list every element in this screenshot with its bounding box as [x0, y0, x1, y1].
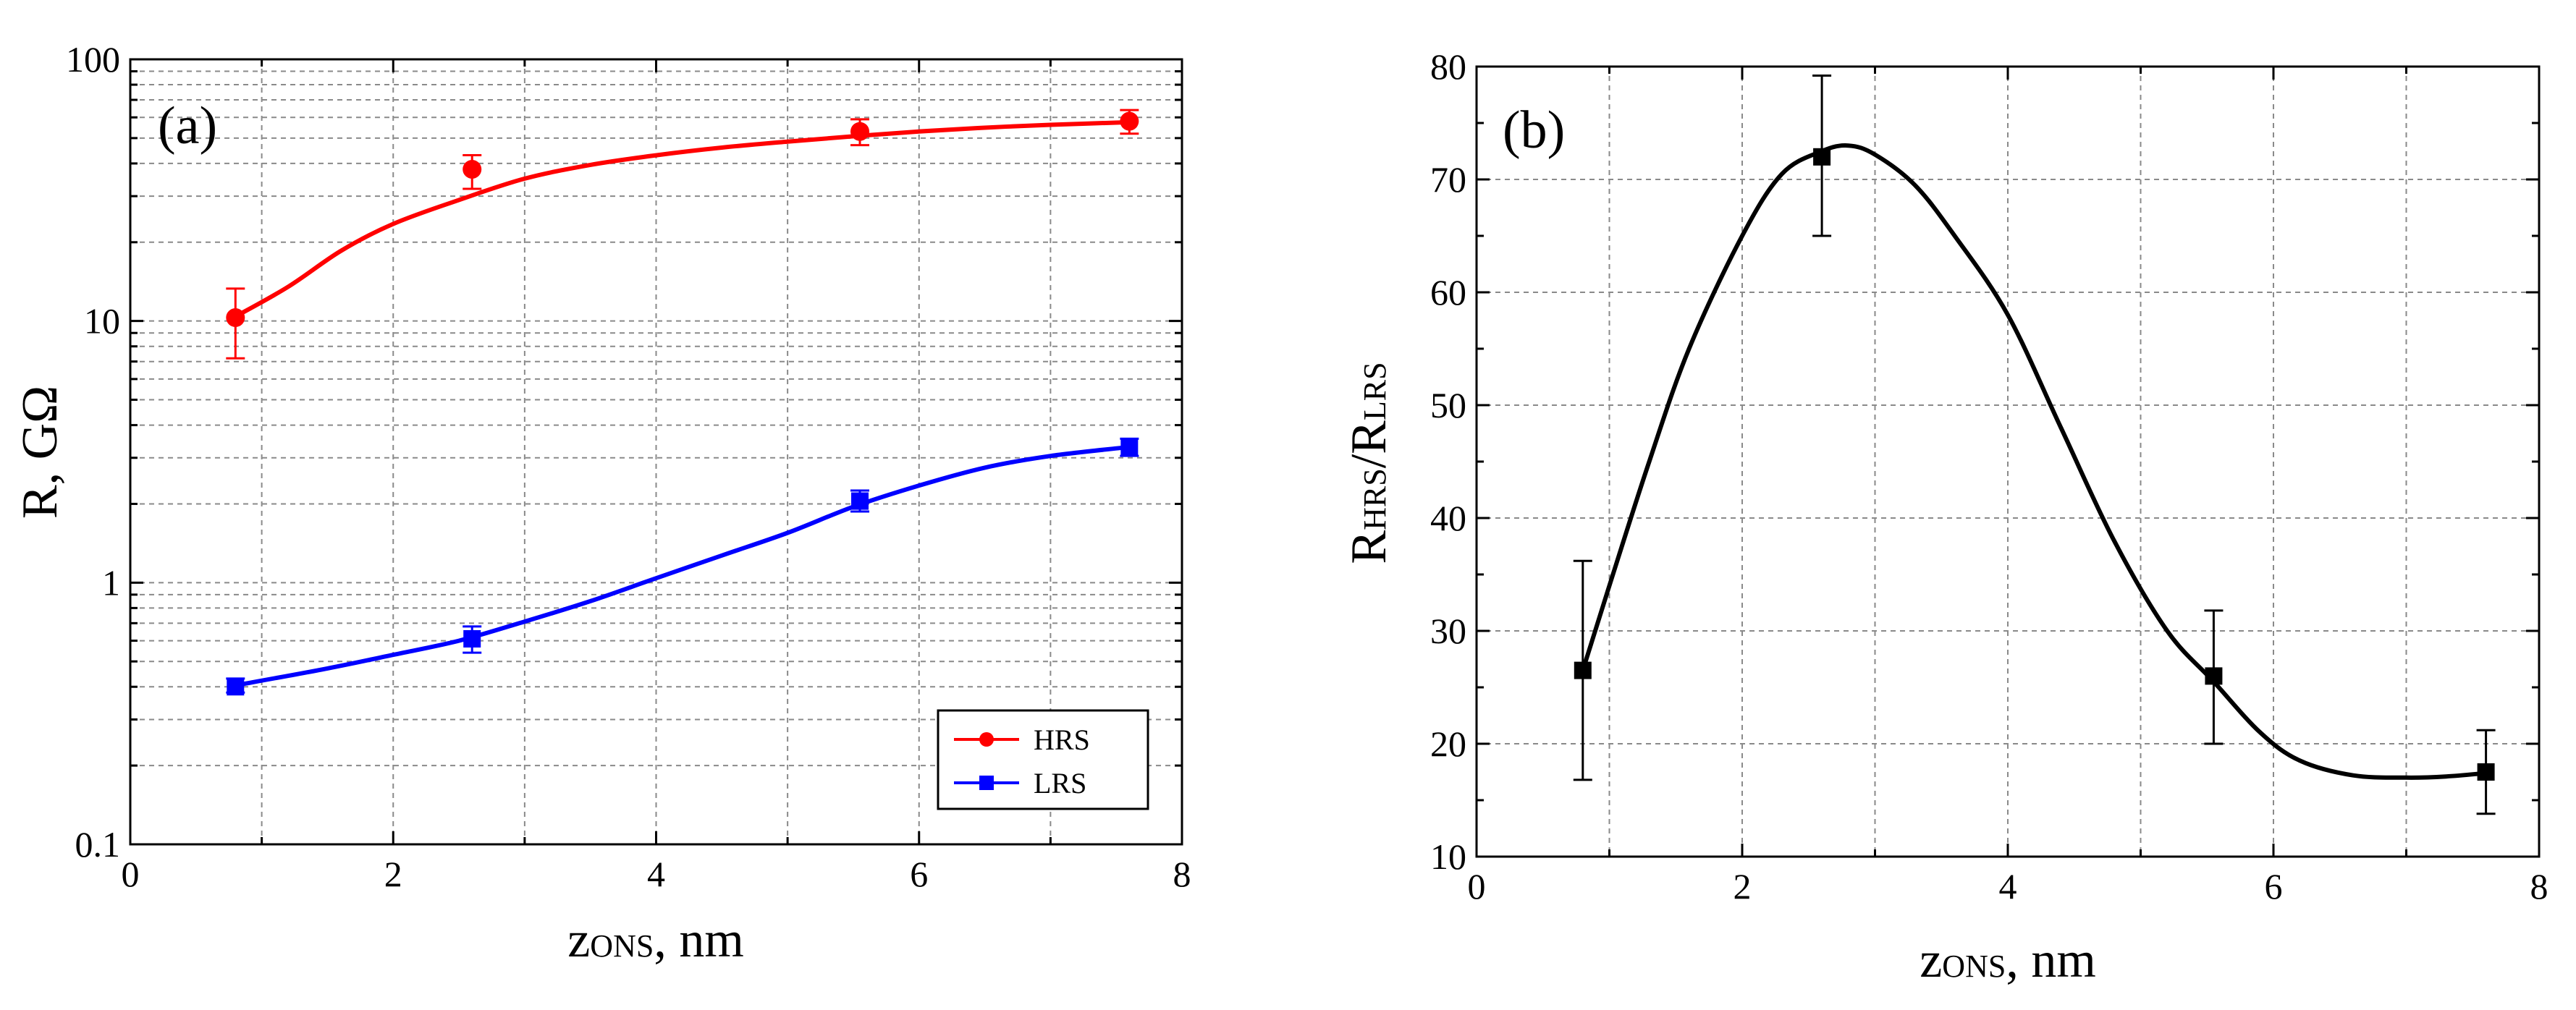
panel-a-legend: HRS LRS	[937, 709, 1149, 810]
panel-a-lrs-point	[463, 629, 481, 648]
panel-a-xlabel-unit: , nm	[654, 912, 743, 968]
panel-b-x-tick-label: 4	[1999, 866, 2017, 907]
panel-b-error-bars	[1573, 74, 2496, 815]
panel-a-hrs-point	[226, 308, 245, 328]
panel-a-x-axis-title: zONS, nm	[567, 912, 744, 968]
panel-b-markers	[1574, 148, 2495, 781]
panel-b-ratio-fit-curve	[1580, 143, 2488, 780]
panel-a-hrs-point	[850, 122, 870, 141]
panel-a-markers	[226, 111, 1139, 696]
panel-a-y-tick-label: 10	[84, 301, 120, 341]
panel-b-x-axis-title: zONS, nm	[1920, 933, 2096, 988]
legend-lrs-label: LRS	[1034, 767, 1086, 799]
panel-a-hrs-point	[463, 159, 482, 179]
panel-a-hrs-fit-curve	[233, 119, 1132, 319]
panel-b-ylabel-r1: R	[1341, 530, 1397, 564]
panel-a-fit-curves	[233, 119, 1132, 688]
panel-a-x-tick-label: 0	[122, 854, 140, 894]
panel-b-ratio-point	[1813, 148, 1831, 166]
panel-b-xlabel-unit: , nm	[2006, 933, 2095, 988]
panel-a-x-tick-label: 4	[647, 854, 665, 894]
panel-b-y-tick-label: 10	[1430, 836, 1466, 877]
panel-b-grid	[1477, 67, 2539, 857]
panel-a-y-tick-label: 1	[102, 562, 120, 603]
panel-b-chart: 0 2 4 6 8 10 20 30 40 50 60 70 80 (b) zONS, nm RHRS…	[1341, 46, 2548, 988]
panel-a-grid	[130, 59, 1182, 844]
panel-a-lrs-point	[227, 678, 245, 696]
panel-a-lrs-point	[1120, 438, 1139, 456]
panel-a-x-tick-label: 8	[1173, 854, 1191, 894]
panel-a-y-tick-label: 100	[66, 39, 120, 80]
panel-a-xlabel-sub: ONS	[590, 928, 654, 964]
legend-lrs-marker	[979, 776, 994, 790]
panel-b-ticks	[1475, 65, 2541, 858]
panel-b-x-tick-labels: 0 2 4 6 8	[1468, 866, 2548, 907]
panel-b-ratio-point	[1574, 661, 1592, 679]
panel-a-y-axis-title: R, GΩ	[12, 386, 68, 519]
panel-a-hrs-point	[1120, 111, 1139, 131]
panel-b-y-tick-label: 70	[1430, 159, 1466, 200]
legend-hrs-label: HRS	[1034, 723, 1090, 756]
panel-a-label: (a)	[158, 96, 217, 156]
panel-a-x-tick-label: 2	[384, 854, 402, 894]
panel-b-y-tick-label: 50	[1430, 385, 1466, 425]
panel-b-xlabel-sub: ONS	[1942, 949, 2006, 984]
panel-a-error-bars	[226, 109, 1139, 694]
panel-b-ylabel-sub2: LRS	[1357, 362, 1393, 420]
panel-b-ylabel-r2: /R	[1341, 420, 1397, 468]
panel-a-lrs-fit-curve	[233, 444, 1132, 688]
panel-b-x-tick-label: 8	[2530, 866, 2548, 907]
legend-hrs-marker	[979, 732, 994, 747]
panel-b-x-tick-label: 6	[2265, 866, 2283, 907]
panel-b-y-tick-label: 30	[1430, 611, 1466, 651]
panel-b-y-tick-label: 20	[1430, 723, 1466, 764]
panel-b-y-tick-labels: 10 20 30 40 50 60 70 80	[1430, 46, 1466, 877]
panel-b-label: (b)	[1503, 101, 1565, 160]
panel-a-y-tick-labels: 0.1 1 10 100	[66, 39, 120, 865]
panel-a-y-tick-label: 0.1	[75, 824, 121, 865]
panel-b-ratio-point	[2205, 667, 2223, 685]
panel-b-y-tick-label: 80	[1430, 46, 1466, 87]
panel-b-y-tick-label: 60	[1430, 272, 1466, 313]
panel-b-ylabel-sub1: HRS	[1357, 468, 1393, 530]
panel-a-x-tick-labels: 0 2 4 6 8	[122, 854, 1191, 894]
panel-b-y-axis-title: RHRS/RLRS	[1341, 362, 1397, 564]
panel-b-y-tick-label: 40	[1430, 498, 1466, 538]
panel-a-chart: 0 2 4 6 8 0.1 1 10 100 (a) zONS, nm R, GΩ HRS L…	[12, 39, 1191, 968]
panel-b-xlabel-main: z	[1920, 933, 1942, 988]
panel-a-lrs-point	[851, 492, 869, 510]
panel-a-ticks	[129, 58, 1183, 846]
panel-a-legend-box	[937, 709, 1149, 810]
panel-b-x-tick-label: 2	[1733, 866, 1752, 907]
panel-a-xlabel-main: z	[567, 912, 590, 968]
panel-b-ratio-point	[2477, 763, 2495, 781]
panel-a-x-tick-label: 6	[910, 854, 928, 894]
panel-b-fit-curve	[1580, 143, 2488, 780]
panel-b-x-tick-label: 0	[1468, 866, 1486, 907]
